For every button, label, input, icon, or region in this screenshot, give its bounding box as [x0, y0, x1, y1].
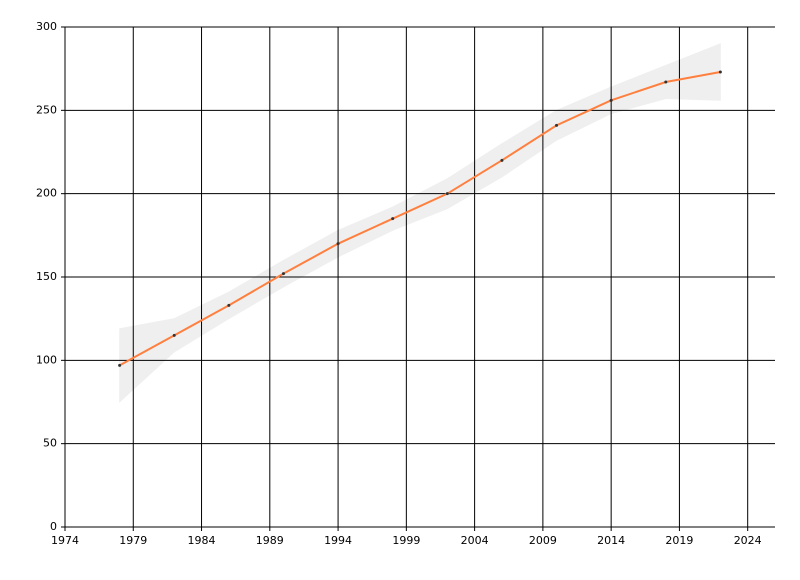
confidence-band: [610, 64, 667, 115]
point: [500, 158, 504, 162]
x-tick-label: 2024: [734, 534, 762, 547]
x-tick-label: 1984: [188, 534, 216, 547]
x-tick-label: 2014: [597, 534, 625, 547]
point: [227, 303, 231, 307]
x-tick-label: 1999: [392, 534, 420, 547]
point: [118, 363, 122, 367]
y-tick-label: 250: [36, 103, 57, 116]
x-tick-label: 2019: [665, 534, 693, 547]
x-tick-label: 1974: [51, 534, 79, 547]
y-tick-label: 100: [36, 353, 57, 366]
y-tick-label: 0: [50, 520, 57, 533]
x-tick-label: 2009: [529, 534, 557, 547]
point: [718, 70, 722, 74]
y-tick-label: 150: [36, 270, 57, 283]
point: [445, 192, 449, 196]
y-tick-label: 200: [36, 187, 57, 200]
point: [336, 242, 340, 246]
confidence-band: [392, 178, 448, 231]
point: [555, 123, 559, 127]
y-tick-label: 50: [43, 437, 57, 450]
confidence-band: [665, 43, 721, 101]
x-tick-label: 1994: [324, 534, 352, 547]
point: [172, 333, 176, 337]
x-tick-label: 1989: [256, 534, 284, 547]
point: [664, 80, 668, 84]
point: [609, 98, 613, 102]
point: [391, 217, 395, 221]
line: [119, 71, 721, 367]
x-tick-label: 1979: [119, 534, 147, 547]
point: [281, 272, 285, 276]
y-tick-label: 300: [36, 20, 57, 33]
x-tick-label: 2004: [461, 534, 489, 547]
